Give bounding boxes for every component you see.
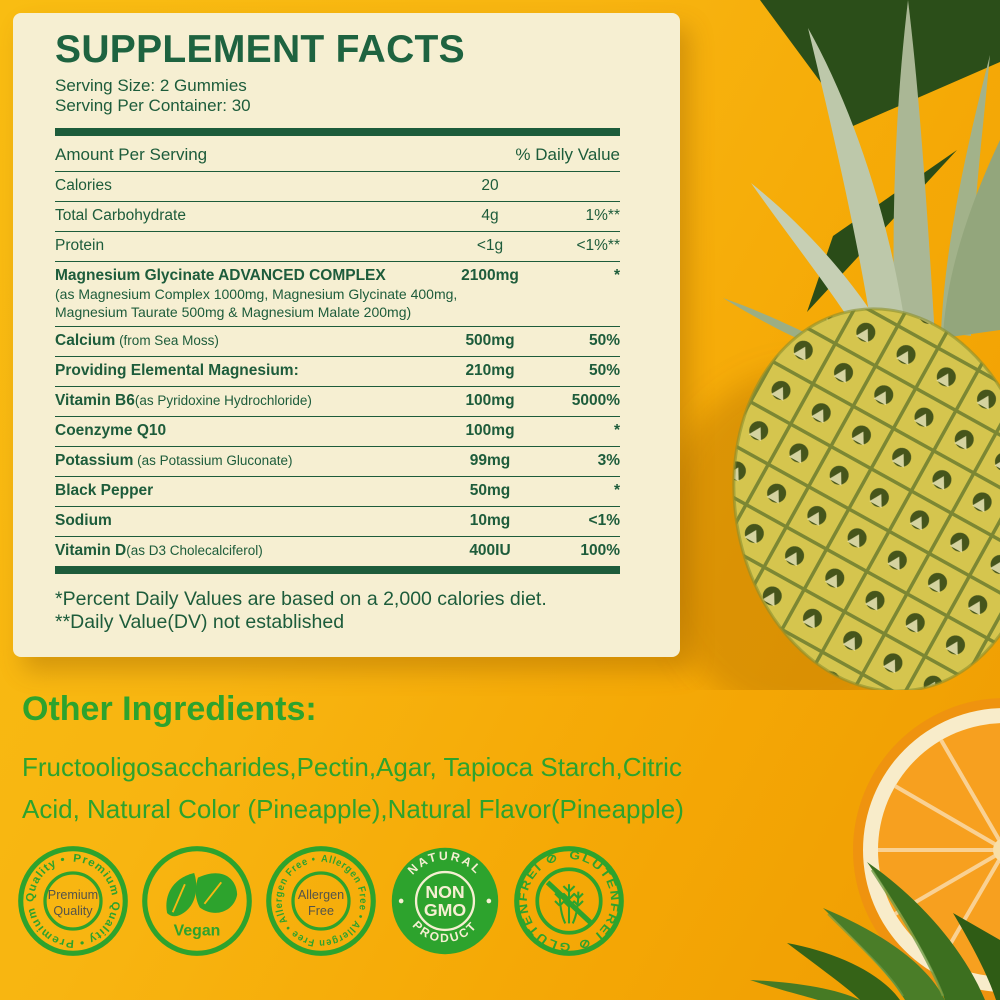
nutrient-row: Protein <1g <1%** [55, 232, 620, 262]
nutrient-amount: 2100mg [461, 267, 519, 285]
nutrient-row: Sodium 10mg <1% [55, 507, 620, 537]
other-ingredients-line-2: Acid, Natural Color (Pineapple),Natural … [22, 794, 684, 824]
nutrient-source: (as Pyridoxine Hydrochloride) [134, 393, 312, 409]
nutrient-table: Calories 20 Total Carbohydrate 4g 1%** Protei… [55, 172, 620, 566]
footnote-dv-not-established: **Daily Value(DV) not established [55, 611, 345, 634]
non-gmo-badge-icon: NATURAL PRODUCT NON GMO [391, 847, 499, 955]
nutrient-amount: 10mg [469, 512, 511, 530]
vegan-label: Vegan [174, 923, 221, 940]
nutrient-row: Vitamin D(as D3 Cholecalciferol) 400IU 100… [55, 537, 620, 566]
nutrient-amount: 100mg [465, 392, 515, 410]
nutrient-name: Providing Elemental Magnesium: [55, 362, 299, 380]
nutrient-daily-value: 5000% [571, 392, 620, 410]
slash-icon [545, 880, 593, 925]
serving-size: Serving Size: 2 Gummies [55, 75, 247, 95]
nutrient-daily-value: * [613, 422, 620, 440]
nutrient-name: Vitamin B6 [55, 392, 135, 410]
nutrient-name: Magnesium Glycinate ADVANCED COMPLEX [55, 267, 386, 285]
nutrient-sub-detail: (as Magnesium Complex 1000mg, Magnesium … [55, 286, 458, 303]
nutrient-name: Potassium [55, 452, 134, 470]
pineapple-image [655, 0, 1000, 690]
nutrient-daily-value: * [613, 267, 620, 285]
nutrient-daily-value: 3% [597, 452, 620, 470]
premium-quality-badge-icon: Premium Quality • Premium Quality • Prem… [18, 846, 128, 956]
nutrient-daily-value: 50% [588, 332, 620, 350]
nutrient-source: (from Sea Moss) [115, 333, 219, 349]
nutrient-row: Total Carbohydrate 4g 1%** [55, 202, 620, 232]
premium-center-text: Premium [48, 888, 98, 902]
nutrient-daily-value: 50% [588, 362, 620, 380]
nutrient-amount: 400IU [469, 542, 511, 560]
nutrient-name: Calcium [55, 332, 116, 350]
nutrient-amount: 50mg [469, 482, 511, 500]
nutrient-name: Total Carbohydrate [55, 207, 186, 225]
nutrient-amount: 99mg [469, 452, 511, 470]
nutrient-amount: 20 [481, 177, 499, 195]
nutrient-daily-value: 100% [580, 542, 620, 560]
column-header-amount: Amount Per Serving [55, 144, 208, 164]
other-ingredients-line-1: Fructooligosaccharides,Pectin,Agar, Tapi… [22, 752, 682, 782]
nutrient-name: Sodium [55, 512, 112, 530]
gluten-free-badge-icon: GLUTENFREI ⊘ GLUTENFREI ⊘ [514, 846, 624, 956]
svg-text:NON: NON [425, 882, 464, 902]
nutrient-amount: 500mg [465, 332, 515, 350]
pineapple-body [732, 307, 1000, 690]
footnote-daily-values: *Percent Daily Values are based on a 2,0… [55, 587, 547, 610]
serving-per-container: Serving Per Container: 30 [55, 95, 251, 115]
nutrient-amount: 4g [481, 207, 499, 225]
nutrient-amount: <1g [476, 237, 504, 255]
nutrient-row: Coenzyme Q10 100mg * [55, 417, 620, 447]
nutrient-daily-value: * [613, 482, 620, 500]
certification-badges: Premium Quality • Premium Quality • Prem… [17, 845, 625, 957]
orange-segments [878, 738, 1000, 962]
nutrient-source: (as D3 Cholecalciferol) [126, 543, 263, 559]
nutrient-row: Providing Elemental Magnesium: 210mg 50% [55, 357, 620, 387]
nutrient-name: Black Pepper [55, 482, 154, 500]
nutrient-name: Calories [55, 177, 112, 195]
svg-text:GMO: GMO [424, 900, 467, 920]
nutrient-name: Protein [55, 237, 105, 255]
svg-text:Quality: Quality [53, 904, 93, 918]
nutrient-source: (as Potassium Gluconate) [133, 453, 293, 469]
panel-title: SUPPLEMENT FACTS [55, 28, 465, 71]
allergen-free-badge-icon: Allergen Free • Allergen Free • Allergen… [266, 846, 376, 956]
other-ingredients-heading: Other Ingredients: [22, 690, 317, 728]
vegan-badge-icon: Vegan [142, 846, 252, 956]
svg-text:Free: Free [308, 904, 334, 918]
column-header-daily-value: % Daily Value [515, 144, 620, 164]
nutrient-name: Vitamin D [55, 542, 127, 560]
divider-thick-bottom [55, 565, 620, 574]
nutrient-daily-value: <1% [588, 512, 620, 530]
nutrient-amount: 100mg [465, 422, 515, 440]
nutrient-sub-detail: Magnesium Taurate 500mg & Magnesium Mala… [55, 303, 412, 320]
nutrient-amount: 210mg [465, 362, 515, 380]
svg-text:Allergen: Allergen [298, 888, 344, 902]
nutrient-row: Magnesium Glycinate ADVANCED COMPLEX 2100… [55, 262, 620, 327]
palm-leaves-image [750, 862, 1000, 1000]
nutrient-row: Calcium (from Sea Moss) 500mg 50% [55, 327, 620, 357]
nutrient-name: Coenzyme Q10 [55, 422, 167, 440]
nutrient-daily-value: <1%** [576, 237, 620, 255]
nutrient-row: Calories 20 [55, 172, 620, 202]
leaf-icon [166, 873, 238, 917]
nutrient-row: Black Pepper 50mg * [55, 477, 620, 507]
nutrient-daily-value: 1%** [585, 207, 620, 225]
divider-thick-top [55, 127, 620, 136]
table-header-row: Amount Per Serving % Daily Value [55, 136, 620, 172]
supplement-facts-panel: SUPPLEMENT FACTS Serving Size: 2 Gummies… [13, 13, 680, 657]
nutrient-row: Potassium (as Potassium Gluconate) 99mg 3% [55, 447, 620, 477]
nutrient-row: Vitamin B6(as Pyridoxine Hydrochloride) 1… [55, 387, 620, 417]
